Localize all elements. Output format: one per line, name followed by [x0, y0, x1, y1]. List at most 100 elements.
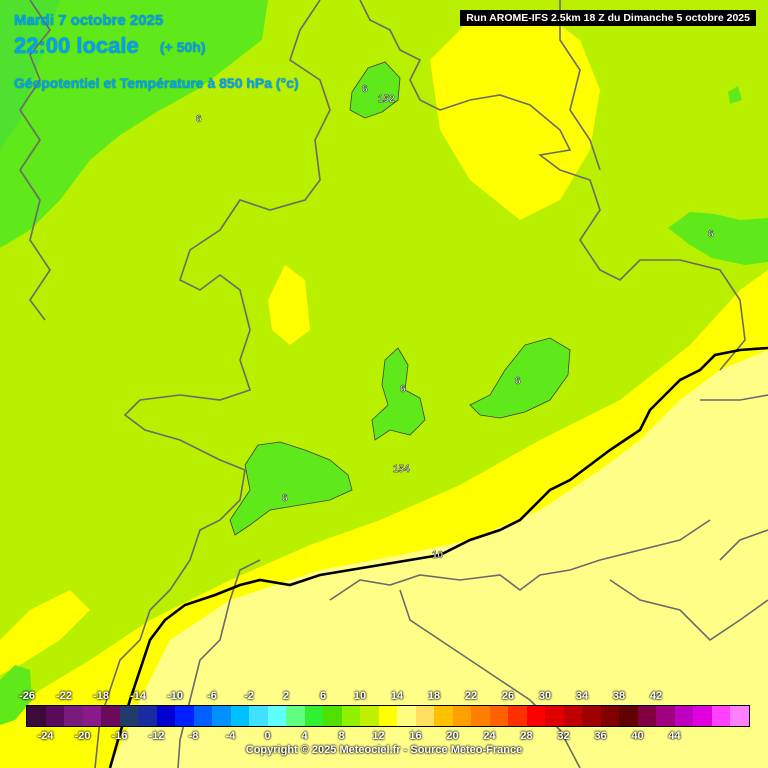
legend-tick: -16 — [111, 730, 128, 742]
legend-swatch — [101, 706, 120, 726]
legend-swatch — [637, 706, 656, 726]
legend-swatch — [193, 706, 212, 726]
legend-tick: 14 — [390, 690, 404, 702]
field-4-6-northwest — [0, 0, 268, 248]
legend-tick: 12 — [372, 730, 385, 742]
field-4-6-cell-right — [470, 338, 570, 418]
legend-swatch — [82, 706, 101, 726]
legend-swatch — [267, 706, 286, 726]
legend-tick: 16 — [409, 730, 422, 742]
legend-swatch — [582, 706, 601, 726]
legend-swatch — [378, 706, 397, 726]
geopotential-contour — [108, 346, 768, 768]
legend-swatch — [341, 706, 360, 726]
copyright: Copyright © 2025 Meteociel.fr - Source M… — [245, 744, 523, 756]
legend-tick: -8 — [188, 730, 199, 742]
legend-tick: -14 — [130, 690, 146, 702]
legend-swatch — [286, 706, 305, 726]
field-4-6-cell-center — [372, 348, 425, 440]
legend-swatch — [212, 706, 231, 726]
legend-swatch — [434, 706, 453, 726]
legend-tick: 0 — [264, 730, 271, 742]
legend-swatch — [489, 706, 508, 726]
legend-swatch — [711, 706, 730, 726]
legend-tick: 6 — [319, 690, 327, 702]
legend-swatch — [119, 706, 138, 726]
legend-swatches — [26, 705, 750, 727]
field-4-6-cell-south — [230, 442, 352, 535]
map-label: 154 — [393, 464, 410, 475]
legend-swatch — [600, 706, 619, 726]
legend-tick: 36 — [594, 730, 607, 742]
legend-tick: -24 — [37, 730, 54, 742]
forecast-local-time: 22:00 locale — [14, 33, 139, 58]
legend-swatch — [545, 706, 564, 726]
legend-tick: -26 — [19, 690, 35, 702]
map-label: 10 — [432, 550, 444, 561]
map-label: 6 — [282, 493, 288, 504]
legend-tick: 8 — [338, 730, 345, 742]
legend-swatch — [471, 706, 490, 726]
legend-tick: -22 — [56, 690, 72, 702]
legend-tick: 4 — [301, 730, 308, 742]
legend-tick: 22 — [464, 690, 478, 702]
legend-tick: 30 — [538, 690, 552, 702]
legend-swatch — [27, 706, 46, 726]
legend-swatch — [304, 706, 323, 726]
field-8-10-center — [268, 265, 310, 345]
legend-tick: 38 — [612, 690, 626, 702]
legend-tick: 26 — [501, 690, 515, 702]
legend-tick: 2 — [282, 690, 290, 702]
forecast-parameter: Géopotentiel et Température à 850 hPa (°… — [14, 75, 299, 91]
legend-tick: -4 — [225, 730, 236, 742]
legend-swatch — [175, 706, 194, 726]
legend-tick: 34 — [575, 690, 589, 702]
field-4-6-cell-corner — [0, 665, 32, 725]
legend-swatch — [64, 706, 83, 726]
field-4-6-cell-east — [668, 212, 768, 265]
legend-tick: 32 — [557, 730, 570, 742]
forecast-lead-time: (+ 50h) — [160, 39, 206, 55]
field-4-6-cell-ne — [728, 86, 742, 104]
legend-swatch — [452, 706, 471, 726]
field-4-6-cell-north — [350, 62, 400, 118]
legend-tick: -6 — [207, 690, 217, 702]
legend-tick: 42 — [649, 690, 663, 702]
map-labels: 6 152 6 6 6 6 154 6 10 — [196, 84, 714, 561]
map-label: 6 — [400, 384, 406, 395]
map-label: 6 — [515, 376, 521, 387]
legend-swatch — [619, 706, 638, 726]
map-label: 152 — [378, 94, 395, 105]
legend-swatch — [508, 706, 527, 726]
legend-swatch — [563, 706, 582, 726]
legend-swatch — [360, 706, 379, 726]
map-label: 6 — [196, 114, 202, 125]
legend-tick: 20 — [446, 730, 459, 742]
forecast-date: Mardi 7 octobre 2025 — [14, 12, 164, 29]
legend-tick: 10 — [353, 690, 367, 702]
legend-swatch — [45, 706, 64, 726]
legend-swatch — [138, 706, 157, 726]
legend-swatch — [656, 706, 675, 726]
legend-swatch — [415, 706, 434, 726]
legend-tick: 18 — [427, 690, 441, 702]
map-label: 6 — [708, 229, 714, 240]
legend-swatch — [730, 706, 749, 726]
legend-tick: -2 — [244, 690, 254, 702]
legend-tick: -20 — [74, 730, 91, 742]
legend-swatch — [674, 706, 693, 726]
legend-swatch — [156, 706, 175, 726]
run-info: Run AROME-IFS 2.5km 18 Z du Dimanche 5 o… — [460, 10, 756, 26]
legend-swatch — [230, 706, 249, 726]
legend-swatch — [526, 706, 545, 726]
field-8-10-sw — [0, 590, 90, 675]
legend-swatch — [249, 706, 268, 726]
coastlines — [19, 0, 768, 768]
legend-swatch — [693, 706, 712, 726]
legend-tick: 40 — [631, 730, 644, 742]
legend-tick: 44 — [668, 730, 681, 742]
legend-tick: -10 — [167, 690, 183, 702]
isotherm-contours — [229, 61, 571, 536]
field-10-12-southeast — [110, 350, 768, 768]
